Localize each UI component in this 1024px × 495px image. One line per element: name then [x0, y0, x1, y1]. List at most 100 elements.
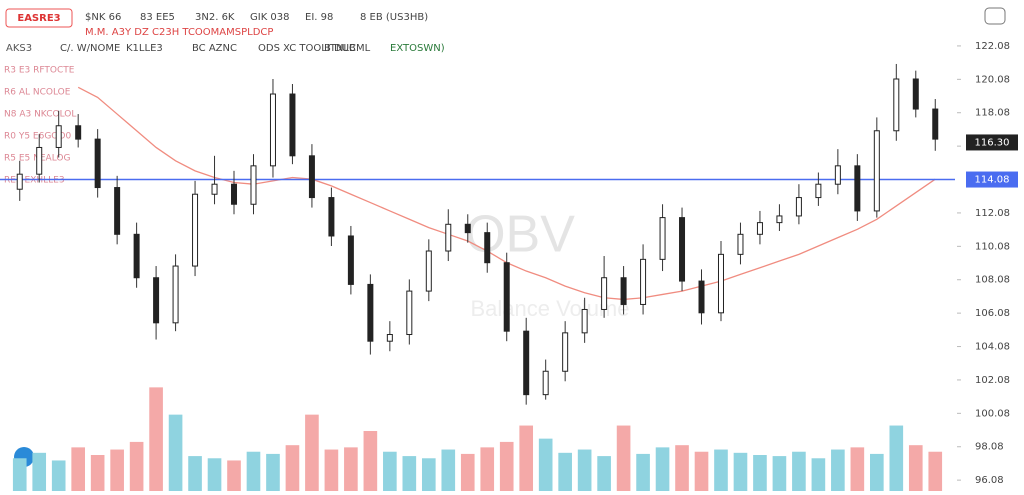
toolbar-item: BC AZNC	[192, 43, 237, 54]
volume-bar	[753, 455, 767, 491]
y-tick-label: 98.08	[975, 442, 1004, 453]
volume-bar	[499, 441, 514, 491]
candle-body	[523, 330, 530, 396]
candle-body	[756, 222, 763, 235]
candle-body	[893, 78, 900, 132]
volume-bar	[246, 451, 261, 491]
indicator: RE3 EXHLLE3	[4, 176, 65, 186]
candle-body	[776, 215, 783, 224]
hline-label: 114.08	[975, 175, 1010, 186]
toolbar-item: K1LLE3	[126, 43, 163, 54]
volume-bar	[363, 431, 378, 491]
volume-bar	[227, 460, 241, 491]
y-tick-label: 118.08	[975, 108, 1010, 119]
candle-body	[912, 78, 919, 110]
volume-bar	[831, 449, 845, 491]
volume-bar	[792, 451, 806, 491]
candle-body	[328, 197, 335, 237]
volume-bar	[207, 458, 222, 491]
candle-body	[464, 223, 471, 234]
quote: EI. 98	[305, 12, 333, 23]
candle-body	[717, 253, 724, 314]
volume-bar	[110, 449, 124, 491]
candle-body	[698, 280, 705, 314]
volume-bar	[558, 452, 572, 491]
candle-body	[55, 125, 62, 148]
volume-bar	[129, 441, 144, 491]
volume-bar	[908, 445, 923, 491]
y-tick-label: 106.08	[975, 308, 1010, 319]
candle-body	[562, 332, 569, 372]
volume-bar	[772, 456, 787, 491]
candle-body	[192, 193, 199, 267]
candle-body	[815, 183, 822, 199]
last-price-label: 116.30	[975, 137, 1010, 148]
indicator: R0 Y5 E6GOO0	[4, 132, 71, 142]
candle-body	[640, 258, 647, 305]
volume-bar	[519, 425, 534, 491]
volume-bar	[32, 452, 47, 491]
watermark-title: OBV	[465, 206, 575, 264]
volume-bar	[149, 387, 163, 491]
y-tick-label: 100.08	[975, 408, 1010, 419]
volume-bar	[889, 425, 904, 491]
symbol[interactable]: EASRE3	[17, 13, 60, 24]
y-tick-label: 110.08	[975, 241, 1010, 252]
settings-icon[interactable]	[984, 7, 1006, 25]
toolbar-label: AKS3	[6, 43, 32, 54]
toolbar-line: M.M. A3Y DZ C23H TCOOMAMSPLDCP	[85, 27, 273, 38]
volume-bar	[421, 458, 436, 491]
volume-bar	[694, 451, 709, 491]
candle-body	[484, 232, 491, 264]
candle-body	[211, 183, 218, 195]
candle-body	[308, 155, 315, 199]
toolbar-item: EXTOSWN)	[390, 43, 445, 54]
candle-body	[834, 165, 841, 185]
y-tick-label: 96.08	[975, 475, 1004, 486]
candle-body	[601, 277, 608, 310]
candle-body	[620, 277, 627, 305]
volume-bar	[577, 449, 592, 491]
volume-bar	[90, 455, 105, 491]
candle-body	[133, 233, 140, 279]
quote: 3N2. 6K	[195, 12, 235, 23]
volume-bar	[714, 449, 728, 491]
quote: $NK 66	[85, 12, 121, 23]
candle-body	[289, 93, 296, 157]
candle-body	[231, 183, 238, 205]
volume-bar	[538, 438, 553, 491]
volume-bar	[285, 445, 300, 491]
volume-bar	[324, 449, 339, 491]
volume-bar	[850, 447, 865, 491]
volume-bar	[616, 425, 631, 491]
candle-body	[425, 250, 432, 292]
volume-bar	[266, 453, 280, 491]
volume-bar	[597, 456, 611, 491]
candle-body	[114, 187, 121, 235]
candle-body	[542, 370, 549, 396]
volume-bar	[675, 445, 689, 491]
volume-bar	[51, 460, 66, 491]
candle-body	[581, 308, 588, 334]
y-tick-label: 104.08	[975, 342, 1010, 353]
indicator: R6 AL NCOLOE	[4, 88, 71, 98]
volume-bar	[168, 414, 183, 491]
candle-body	[367, 283, 374, 342]
y-tick-label: 102.08	[975, 375, 1010, 386]
candle-body	[503, 262, 510, 332]
hline-label-box	[966, 171, 1018, 188]
volume-bar	[733, 452, 748, 491]
volume-bar	[480, 447, 495, 491]
volume-bar	[383, 451, 397, 491]
candle-body	[854, 165, 861, 212]
y-tick-label: 122.08	[975, 41, 1010, 52]
candle-body	[16, 173, 23, 190]
symbol-box[interactable]	[5, 8, 73, 28]
toolbar-item: C/. W/NOME	[60, 43, 120, 54]
volume-bar	[460, 453, 475, 491]
quote: GIK 038	[250, 12, 290, 23]
candle-body	[347, 235, 354, 285]
candle-body	[172, 265, 179, 324]
candle-body	[269, 93, 276, 167]
candle-body	[659, 217, 666, 260]
